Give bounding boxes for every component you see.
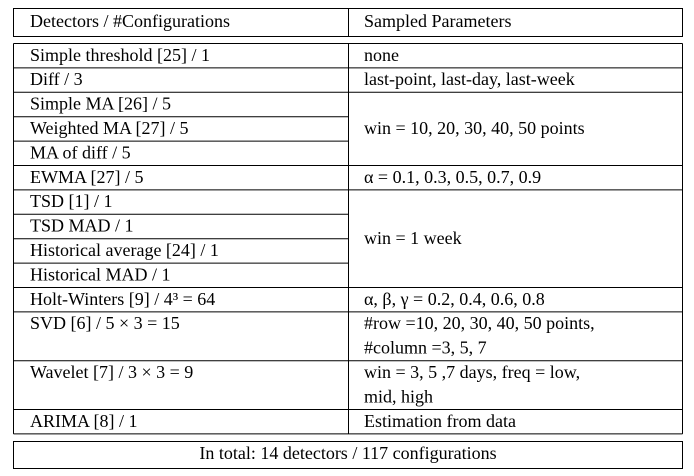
detector-cell: Historical MAD / 1: [30, 264, 170, 284]
parameter-cell: none: [364, 45, 399, 65]
detector-cell: MA of diff / 5: [30, 142, 131, 162]
parameter-cell: last-point, last-day, last-week: [364, 69, 575, 89]
parameter-cell: mid, high: [364, 386, 433, 406]
detector-cell: Simple MA [26] / 5: [30, 94, 171, 114]
parameter-cell: Estimation from data: [364, 411, 516, 431]
detector-cell: Holt-Winters [9] / 4³ = 64: [30, 289, 215, 309]
detector-cell: TSD MAD / 1: [30, 216, 134, 236]
detector-cell: Weighted MA [27] / 5: [30, 118, 189, 138]
footer: In total: 14 detectors / 117 configurati…: [199, 443, 496, 463]
detector-cell: EWMA [27] / 5: [30, 167, 143, 187]
detector-cell: Simple threshold [25] / 1: [30, 45, 210, 65]
parameter-cell: win = 3, 5 ,7 days, freq = low,: [364, 362, 580, 382]
detector-cell: Diff / 3: [30, 69, 83, 89]
detector-cell: TSD [1] / 1: [30, 191, 113, 211]
header-cell: Sampled Parameters: [364, 11, 511, 31]
detector-cell: ARIMA [8] / 1: [30, 411, 138, 431]
header-cell: Detectors / #Configurations: [30, 11, 230, 31]
parameter-cell: α, β, γ = 0.2, 0.4, 0.6, 0.8: [364, 289, 545, 309]
footer-box: [13, 441, 683, 469]
parameter-cell: #row =10, 20, 30, 40, 50 points,: [364, 313, 595, 333]
detector-cell: SVD [6] / 5 × 3 = 15: [30, 313, 180, 333]
detector-cell: Historical average [24] / 1: [30, 240, 219, 260]
detector-cell: Wavelet [7] / 3 × 3 = 9: [30, 362, 193, 382]
parameter-cell: win = 10, 20, 30, 40, 50 points: [364, 118, 585, 138]
parameter-cell: #column =3, 5, 7: [364, 338, 487, 358]
parameter-cell: win = 1 week: [364, 228, 462, 248]
parameter-cell: α = 0.1, 0.3, 0.5, 0.7, 0.9: [364, 167, 541, 187]
